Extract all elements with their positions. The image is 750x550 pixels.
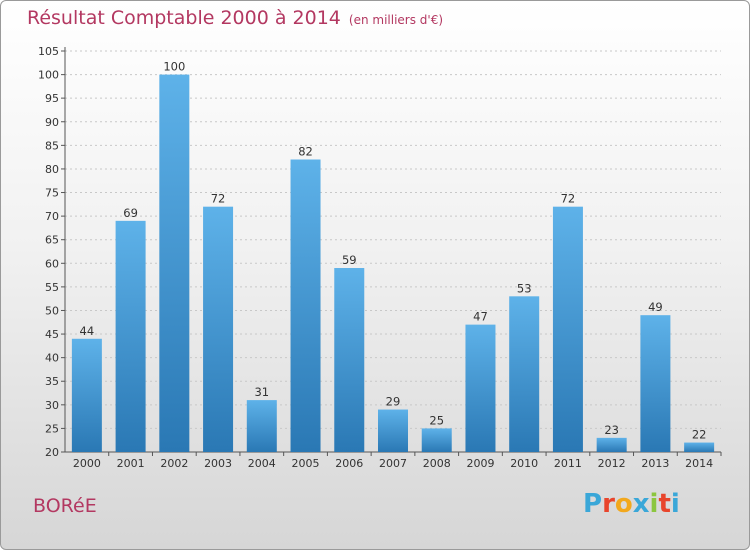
bar-2002 [159, 74, 190, 453]
y-tick-label: 25 [45, 422, 59, 435]
value-label-2000: 44 [80, 324, 95, 338]
value-label-2005: 82 [298, 145, 313, 159]
x-tick-label-2004: 2004 [248, 457, 276, 470]
logo-letter: t [658, 489, 671, 519]
grid-lines [65, 50, 721, 429]
bar-2010 [509, 296, 540, 452]
y-tick-label: 20 [45, 446, 59, 459]
logo-letter: o [614, 489, 633, 519]
value-label-2014: 22 [692, 428, 707, 442]
y-tick-label: 85 [45, 139, 59, 152]
logo-letter: i [649, 489, 659, 519]
y-tick-label: 80 [45, 163, 59, 176]
commune-name: BORéE [33, 495, 97, 517]
logo-letter: i [670, 489, 680, 519]
proxiti-logo[interactable]: Proxiti [583, 489, 680, 519]
logo-letter: r [602, 489, 615, 519]
x-tick-label-2005: 2005 [292, 457, 320, 470]
bar-2006 [334, 268, 365, 452]
bar-2013 [640, 315, 671, 452]
axes: 20 25 30 35 40 45 50 55 60 65 70 75 80 85 90 95 100 105 20… [38, 45, 722, 470]
bar-2007 [378, 409, 408, 452]
bar-2009 [465, 324, 496, 452]
x-tick-label-2003: 2003 [204, 457, 232, 470]
y-tick-label: 100 [38, 69, 59, 82]
value-label-2007: 29 [386, 395, 401, 409]
x-tick-label-2013: 2013 [641, 457, 669, 470]
bar-2000 [71, 338, 102, 452]
value-label-2003: 72 [211, 192, 226, 206]
y-tick-label: 60 [45, 257, 59, 270]
value-label-2012: 23 [604, 423, 619, 437]
x-tick-label-2006: 2006 [335, 457, 363, 470]
value-label-2009: 47 [473, 310, 488, 324]
bars [71, 74, 715, 453]
value-labels: 44 69 100 72 31 82 59 29 25 47 53 72 23 49 22 [80, 60, 707, 442]
y-tick-label: 90 [45, 116, 59, 129]
x-tick-label-2000: 2000 [73, 457, 101, 470]
chart-subtitle: (en milliers d'€) [348, 13, 444, 27]
x-tick-label-2014: 2014 [685, 457, 713, 470]
bar-2014 [684, 442, 715, 452]
bar-2003 [203, 206, 234, 452]
value-label-2013: 49 [648, 300, 663, 314]
bar-2005 [290, 159, 321, 452]
y-tick-label: 105 [38, 45, 59, 58]
y-tick-label: 75 [45, 187, 59, 200]
logo-letter: P [583, 489, 603, 519]
title-text: Résultat Comptable 2000 à 2014 [27, 7, 341, 29]
value-label-2010: 53 [517, 281, 532, 295]
y-tick-label: 45 [45, 328, 59, 341]
x-tick-label-2012: 2012 [598, 457, 626, 470]
y-tick-label: 70 [45, 210, 59, 223]
x-tick-label-2008: 2008 [423, 457, 451, 470]
value-label-2008: 25 [429, 413, 444, 427]
y-tick-label: 30 [45, 399, 59, 412]
bar-2011 [552, 206, 583, 452]
x-tick-label-2010: 2010 [510, 457, 538, 470]
y-tick-label: 35 [45, 375, 59, 388]
x-tick-label-2001: 2001 [117, 457, 145, 470]
bar-2001 [115, 220, 146, 452]
x-tick-label-2009: 2009 [466, 457, 494, 470]
y-tick-label: 55 [45, 281, 59, 294]
chart-title: Résultat Comptable 2000 à 2014 (en millie… [27, 7, 443, 29]
value-label-2006: 59 [342, 253, 357, 267]
y-tick-label: 65 [45, 234, 59, 247]
x-tick-label-2007: 2007 [379, 457, 407, 470]
y-tick-label: 50 [45, 304, 59, 317]
bar-2012 [596, 437, 627, 452]
bar-2004 [246, 400, 277, 452]
value-label-2001: 69 [123, 206, 138, 220]
value-label-2002: 100 [163, 60, 185, 74]
logo-letter: x [632, 489, 650, 519]
x-tick-label-2002: 2002 [160, 457, 188, 470]
y-tick-label: 95 [45, 92, 59, 105]
bar-2008 [421, 428, 452, 452]
value-label-2011: 72 [561, 192, 576, 206]
value-label-2004: 31 [254, 385, 269, 399]
x-tick-label-2011: 2011 [554, 457, 582, 470]
y-tick-label: 40 [45, 352, 59, 365]
